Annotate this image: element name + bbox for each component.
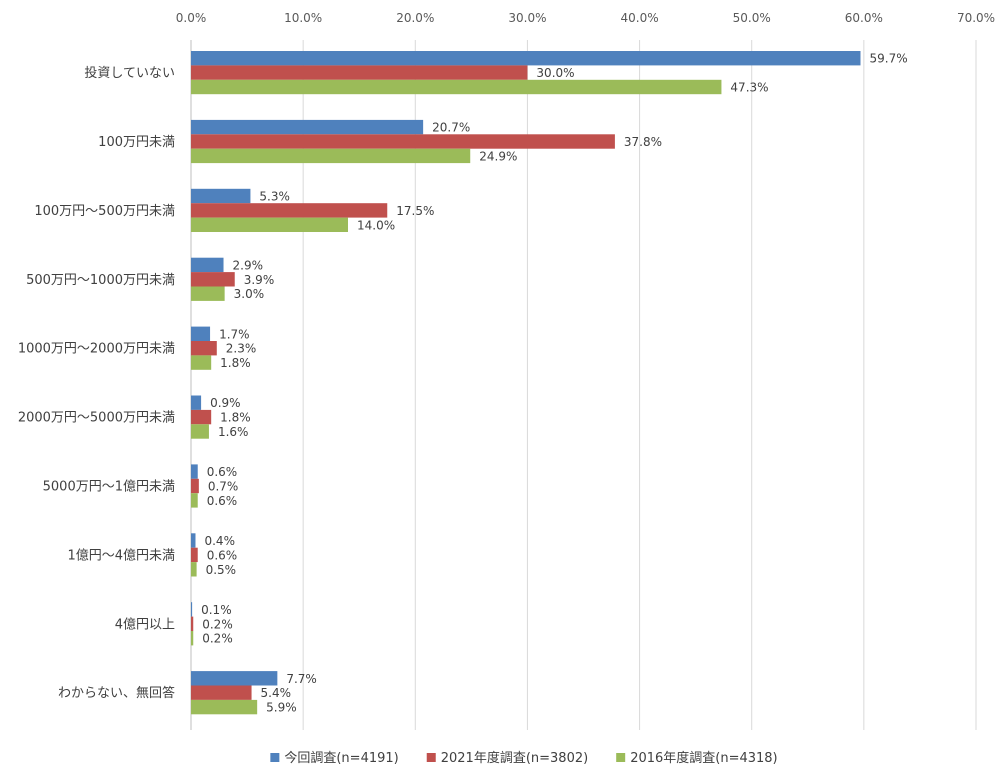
data-label: 0.6% [207, 494, 238, 508]
bar-1-5 [191, 326, 211, 341]
x-tick-label: 60.0% [845, 11, 883, 25]
bar-2-3 [191, 203, 388, 218]
x-tick-label: 40.0% [621, 11, 659, 25]
bar-1-3 [191, 188, 251, 204]
legend-label: 2021年度調査(n=3802) [441, 750, 588, 766]
data-label: 59.7% [869, 52, 907, 66]
x-tick-label: 30.0% [508, 11, 546, 25]
bar-2-8 [191, 547, 198, 563]
legend-item-1: 今回調査(n=4191) [270, 750, 399, 766]
bar-3-7 [191, 493, 198, 508]
data-labels: 59.7%30.0%47.3%20.7%37.8%24.9%5.3%17.5%1… [201, 52, 907, 715]
bar-1-4 [191, 257, 224, 273]
legend-swatch [270, 753, 280, 762]
data-label: 2.9% [233, 258, 264, 272]
x-tick-label: 70.0% [957, 11, 995, 25]
data-label: 47.3% [730, 81, 768, 95]
category-label: 投資していない [84, 65, 175, 81]
data-label: 1.6% [218, 425, 249, 439]
bar-2-7 [191, 478, 199, 494]
data-label: 3.9% [244, 273, 275, 287]
bar-2-9 [191, 616, 194, 631]
data-label: 0.2% [202, 632, 233, 646]
data-label: 37.8% [624, 135, 662, 149]
data-label: 0.7% [208, 480, 239, 494]
bar-1-7 [191, 464, 198, 479]
bar-2-1 [191, 65, 528, 80]
x-tick-label: 10.0% [284, 11, 322, 25]
legend-item-3: 2016年度調査(n=4318) [616, 750, 778, 766]
x-axis-tick-labels: 0.0% 10.0% 20.0% 30.0% 40.0% 50.0% 60.0% 70.0% [176, 11, 995, 25]
data-label: 7.7% [286, 672, 317, 686]
category-label: 1億円～4億円未満 [67, 547, 175, 563]
data-label: 24.9% [479, 149, 517, 163]
legend-swatch [426, 753, 436, 762]
bar-3-10 [191, 699, 258, 715]
x-tick-label: 50.0% [733, 11, 771, 25]
category-labels: 投資していない 100万円未満 100万円～500万円未満 500万円～1000万円未… [18, 65, 175, 701]
data-label: 0.1% [201, 603, 232, 617]
data-label: 30.0% [536, 66, 574, 80]
data-label: 17.5% [396, 204, 434, 218]
data-label: 0.5% [206, 563, 237, 577]
bar-2-6 [191, 409, 212, 425]
data-label: 5.3% [259, 190, 290, 204]
data-label: 0.6% [207, 548, 238, 562]
data-label: 1.7% [219, 327, 250, 341]
bar-2-4 [191, 272, 235, 287]
bar-1-2 [191, 119, 424, 135]
data-label: 0.6% [207, 465, 238, 479]
bar-1-8 [191, 533, 196, 548]
data-label: 5.4% [261, 686, 292, 700]
bar-1-1 [191, 51, 861, 66]
x-tick-label: 0.0% [176, 11, 207, 25]
data-label: 0.2% [202, 617, 233, 631]
data-label: 1.8% [220, 356, 251, 370]
category-label: わからない、無回答 [58, 685, 175, 701]
category-label: 4億円以上 [115, 616, 175, 632]
legend-item-2: 2021年度調査(n=3802) [426, 750, 588, 766]
legend: 今回調査(n=4191) 2021年度調査(n=3802) 2016年度調査(n=4… [270, 750, 778, 766]
bar-1-9 [191, 602, 193, 617]
bar-1-6 [191, 395, 202, 410]
data-label: 2.3% [226, 342, 256, 356]
data-label: 3.0% [234, 287, 265, 301]
data-label: 20.7% [432, 121, 470, 135]
bar-3-6 [191, 424, 209, 439]
bar-3-3 [191, 217, 348, 232]
category-label: 2000万円～5000万円未満 [18, 411, 175, 426]
category-label: 100万円～500万円未満 [34, 204, 175, 219]
data-label: 5.9% [266, 701, 297, 715]
bars [191, 51, 861, 715]
data-label: 14.0% [357, 218, 395, 232]
data-label: 0.9% [210, 396, 241, 410]
data-label: 1.8% [220, 411, 251, 425]
data-label: 0.4% [204, 534, 235, 548]
category-label: 500万円～1000万円未満 [26, 273, 175, 288]
legend-label: 今回調査(n=4191) [284, 750, 398, 766]
bar-3-2 [191, 148, 471, 164]
bar-2-2 [191, 134, 615, 149]
bar-2-5 [191, 341, 217, 356]
legend-label: 2016年度調査(n=4318) [630, 750, 777, 766]
bar-3-4 [191, 286, 225, 301]
bar-1-10 [191, 671, 278, 686]
bar-2-10 [191, 685, 252, 700]
x-tick-label: 20.0% [396, 11, 434, 25]
category-label: 100万円未満 [98, 135, 175, 150]
category-label: 5000万円～1億円未満 [43, 479, 175, 495]
bar-3-8 [191, 562, 197, 577]
legend-swatch [616, 753, 626, 762]
bar-3-9 [191, 631, 194, 646]
bar-3-5 [191, 355, 212, 370]
category-label: 1000万円～2000万円未満 [18, 342, 175, 357]
bar-3-1 [191, 79, 722, 95]
